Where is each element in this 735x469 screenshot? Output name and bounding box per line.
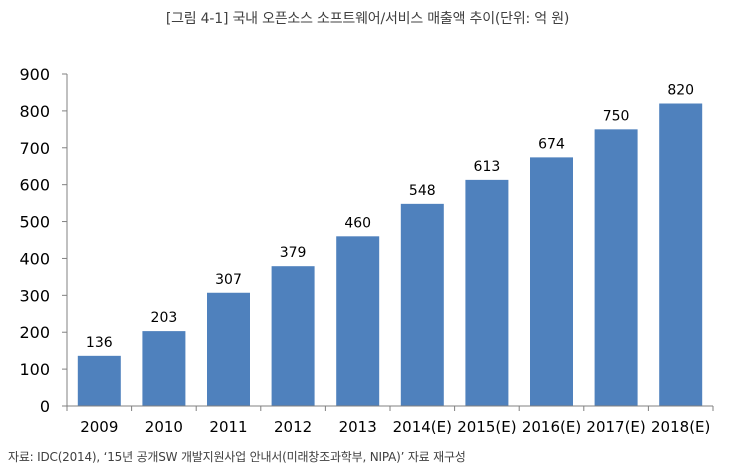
x-tick-label: 2010 [145, 418, 183, 436]
y-tick-label: 800 [19, 102, 50, 121]
x-tick-label: 2009 [80, 418, 118, 436]
bar [594, 129, 638, 407]
bar-value-label: 307 [215, 272, 242, 288]
y-tick-label: 100 [19, 360, 50, 379]
bar [207, 292, 250, 406]
bar-value-label: 548 [409, 183, 436, 199]
bar [400, 203, 444, 406]
x-tick-label: 2013 [339, 418, 377, 436]
bar [530, 157, 573, 406]
x-tick-label: 2016(E) [522, 418, 581, 436]
bar-value-label: 460 [344, 215, 371, 231]
source-note: 자료: IDC(2014), ‘15년 공개SW 개발지원사업 안내서(미래창조… [8, 450, 466, 464]
x-axis: 2009 2010 2011 2012 2013 2014(E) 2015(E) 2016(E… [66, 405, 714, 436]
x-tick-label: 2018(E) [651, 418, 710, 436]
y-tick-label: 700 [19, 139, 50, 158]
y-tick-label: 400 [19, 249, 50, 268]
x-tick-label: 2015(E) [457, 418, 516, 436]
bar [271, 266, 315, 406]
x-tick-label: 2011 [209, 418, 247, 436]
bar-value-label: 674 [538, 136, 565, 152]
y-tick-label: 200 [19, 323, 50, 342]
y-axis: 0 100 200 300 400 500 600 700 800 900 [19, 65, 68, 416]
y-tick-label: 300 [19, 286, 50, 305]
bar [336, 236, 380, 406]
bar [465, 179, 509, 406]
bar [77, 355, 121, 406]
y-tick-label: 500 [19, 213, 50, 232]
y-tick-label: 900 [19, 65, 50, 84]
bar-value-label: 750 [603, 108, 630, 124]
x-tick-label: 2014(E) [393, 418, 452, 436]
y-tick-label: 0 [40, 397, 50, 416]
chart-title: [그림 4-1] 국내 오픈소스 소프트웨어/서비스 매출액 추이(단위: 억 … [165, 11, 570, 27]
bar [142, 331, 186, 406]
bar-value-label: 136 [86, 335, 113, 351]
x-tick-label: 2017(E) [586, 418, 645, 436]
bar-value-label: 203 [151, 310, 178, 326]
bar-value-label: 613 [474, 159, 501, 175]
bar-value-label: 820 [667, 83, 694, 99]
x-tick-label: 2012 [274, 418, 312, 436]
bar-value-label: 379 [280, 245, 307, 261]
y-tick-label: 600 [19, 176, 50, 195]
bar [659, 103, 703, 406]
bars: 136 203 307 379 460 548 613 674 750 820 [77, 83, 703, 407]
